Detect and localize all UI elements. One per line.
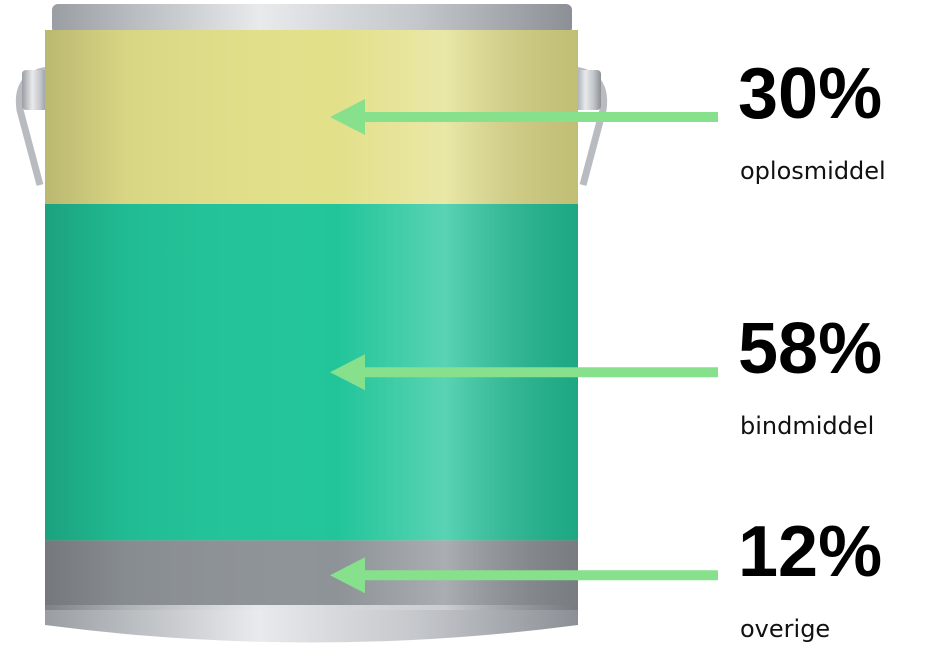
value-label: 12% <box>738 512 882 592</box>
value-label: 30% <box>738 54 882 134</box>
value-label: 58% <box>738 309 882 389</box>
labels: 30% oplosmiddel 58% bindmiddel 12% overige <box>330 54 886 643</box>
arrow-head <box>330 354 365 391</box>
category-label: oplosmiddel <box>740 157 886 185</box>
can-bottom <box>45 605 578 643</box>
handle-lug <box>22 70 48 110</box>
can-rim <box>52 4 572 34</box>
handle-lug <box>575 70 601 110</box>
category-label: bindmiddel <box>740 412 874 440</box>
arrow-head <box>330 557 365 594</box>
arrow-head <box>330 99 365 135</box>
category-label: overige <box>740 615 830 643</box>
